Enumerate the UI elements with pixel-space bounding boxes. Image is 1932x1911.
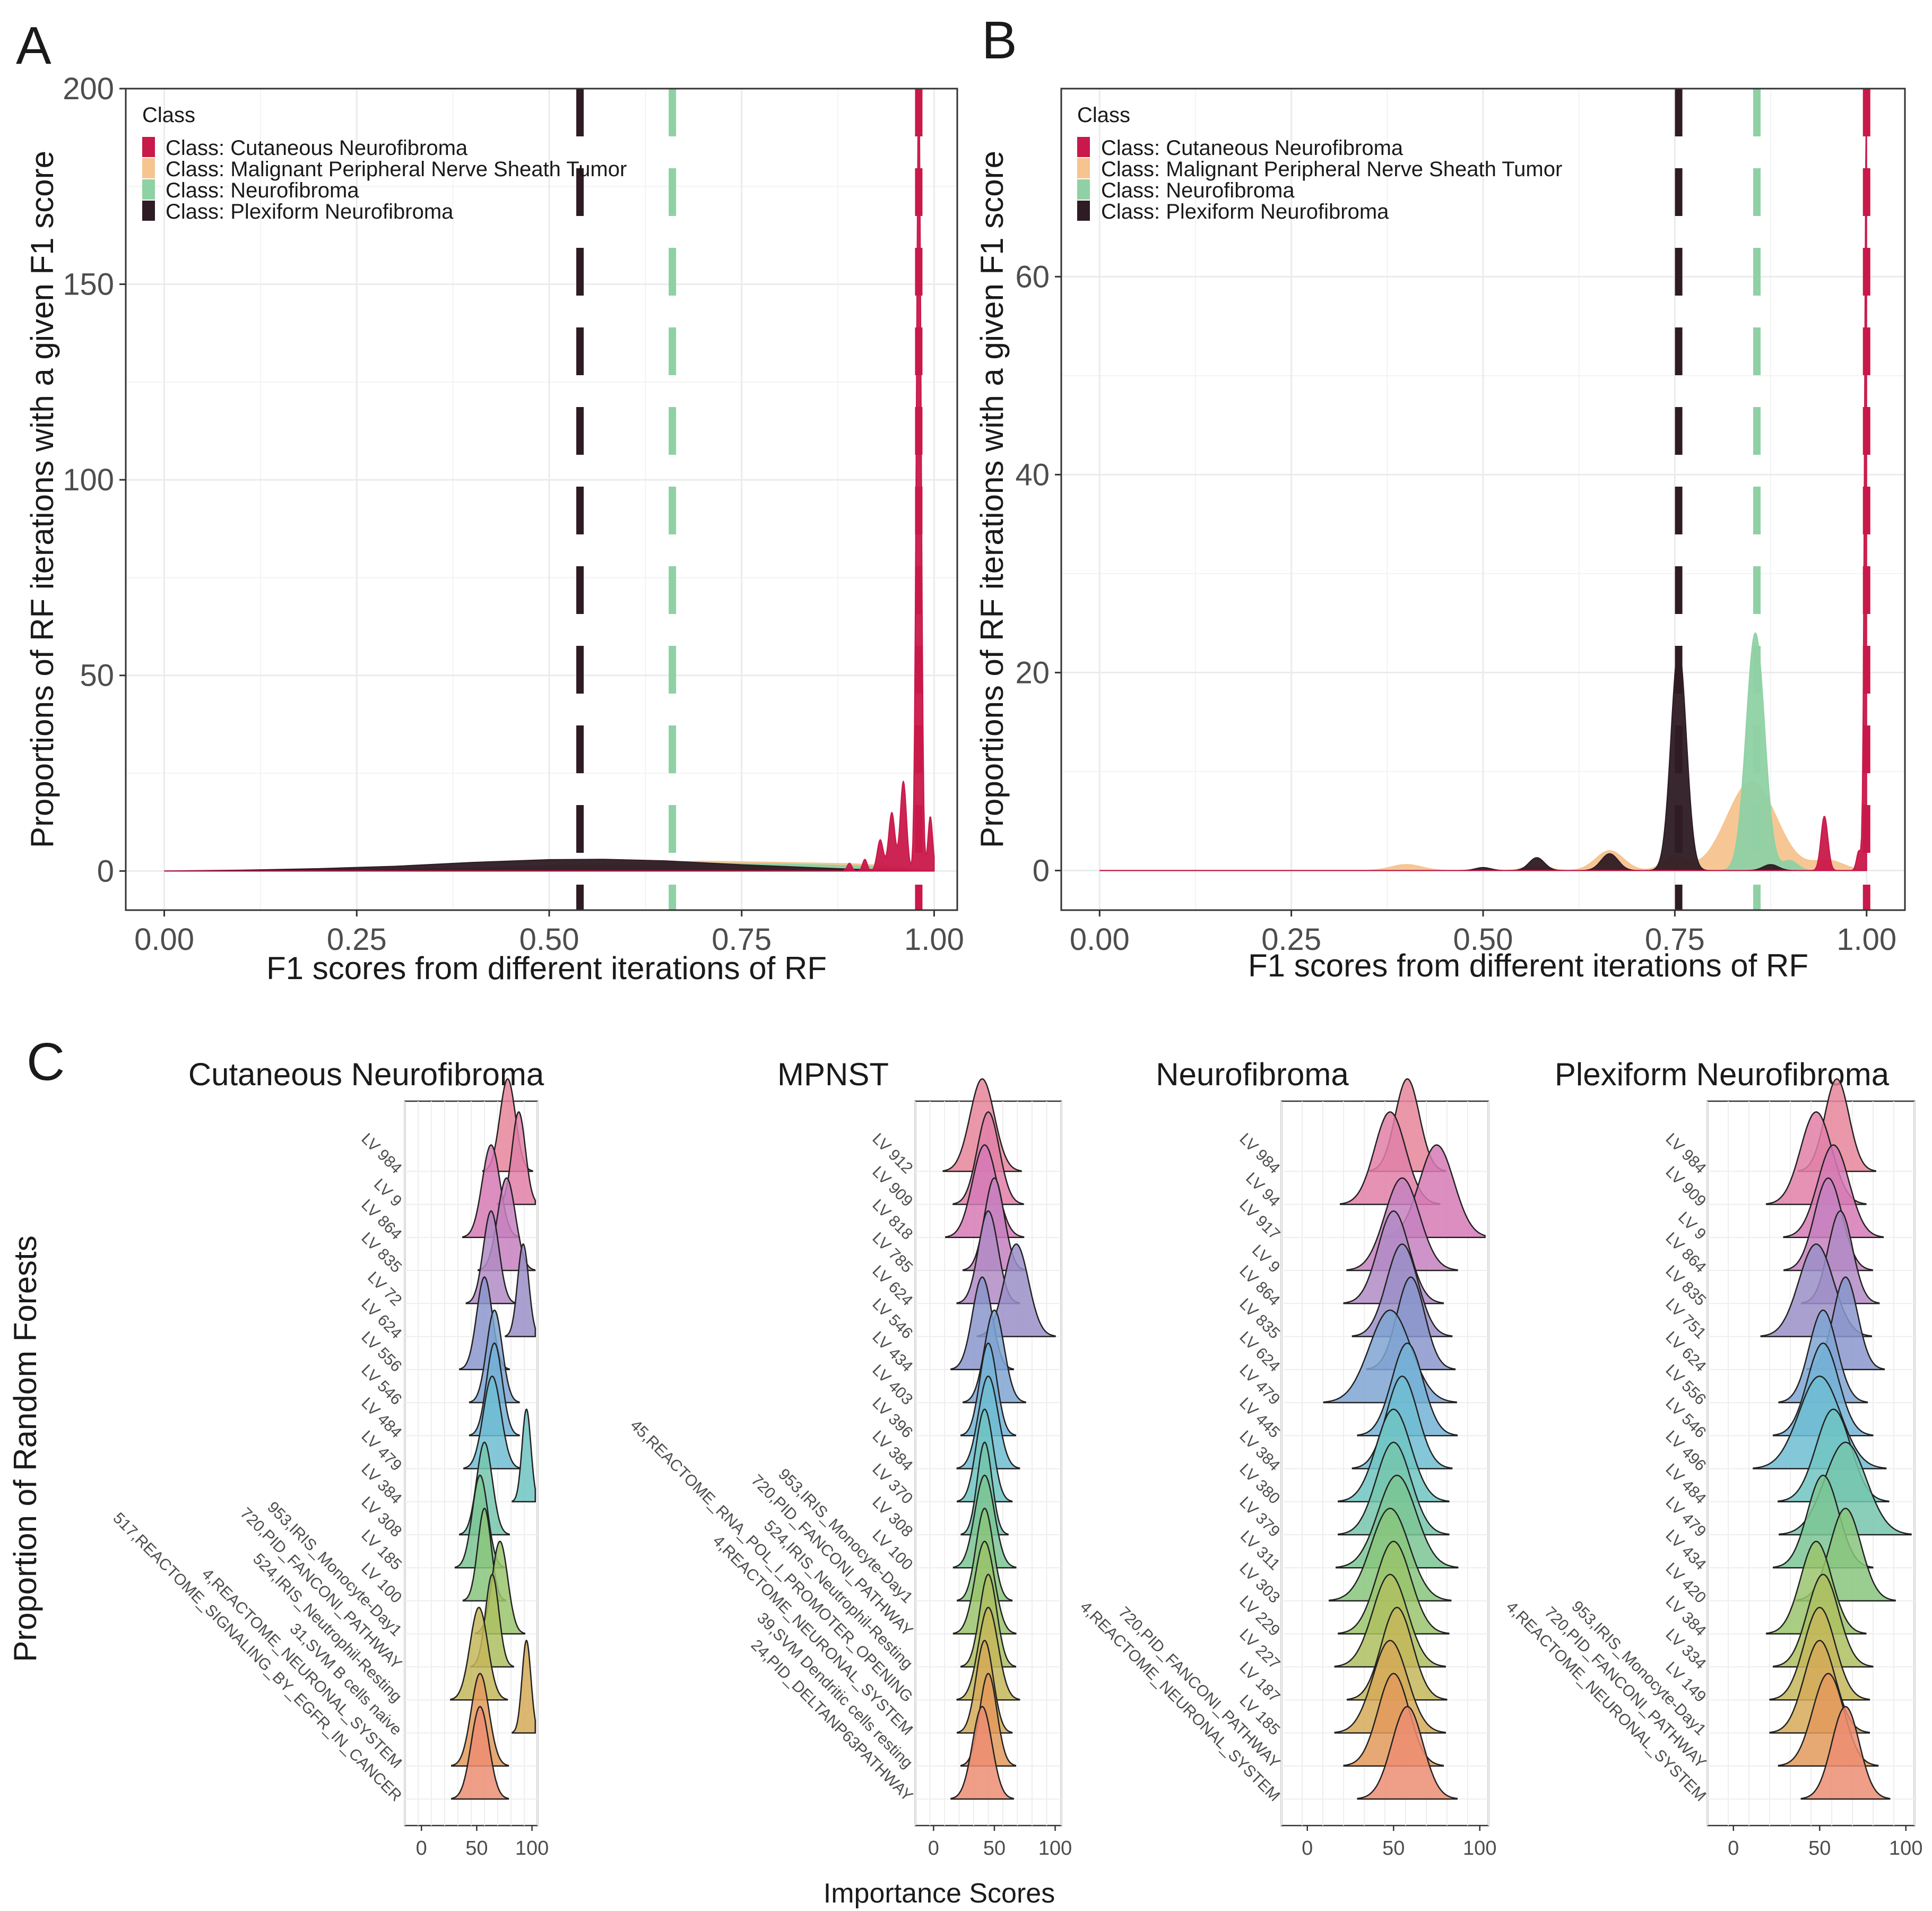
y-tick-label: 0: [97, 854, 114, 888]
panel-b-legend-key-plexiform: [1077, 201, 1090, 221]
y-tick-label: 0: [1033, 853, 1050, 888]
ridge-x-tick-label: 50: [983, 1837, 1006, 1860]
density-cutaneous: [164, 88, 935, 872]
panel-a-legend-entry: Class: Cutaneous Neurofibroma: [166, 136, 468, 160]
ridge-x-tick-label: 0: [928, 1837, 939, 1860]
panel-label-a: A: [16, 16, 51, 75]
panel-b-chart: 0.00 0.25 0.50 0.75 1.00 0 20 40 60 F1 scores f…: [974, 88, 1906, 983]
ridge-x-tick-label: 0: [1728, 1837, 1739, 1860]
y-tick-label: 150: [63, 267, 114, 302]
panel-b-legend-entry: Class: Plexiform Neurofibroma: [1101, 200, 1389, 223]
panel-a-legend-key-cutaneous: [142, 137, 155, 157]
x-tick-label: 1.00: [1836, 922, 1896, 957]
x-tick-label: 1.00: [904, 922, 964, 957]
ridge-density: [1351, 1243, 1453, 1337]
density-cutaneous: [1099, 88, 1867, 871]
y-tick-label: 20: [1015, 655, 1050, 690]
ridge-density: [512, 1639, 536, 1734]
ridge-chart-title: MPNST: [777, 1057, 889, 1092]
panel-a-legend-title: Class: [142, 103, 195, 127]
x-tick-label: 0.00: [1070, 922, 1130, 957]
x-tick-label: 0.25: [327, 922, 387, 957]
x-tick-label: 0.50: [519, 922, 579, 957]
panel-a-mean-lines: [576, 89, 923, 910]
ridge-x-tick-label: 50: [465, 1837, 488, 1860]
ridge-x-tick-label: 100: [515, 1837, 549, 1860]
panel-b-legend-entry: Class: Cutaneous Neurofibroma: [1101, 136, 1403, 160]
panel-b-density-series: [1099, 88, 1867, 871]
y-tick-label: 50: [80, 659, 114, 693]
panel-b-legend-key-neurofibroma: [1077, 179, 1090, 200]
ridge-chart-title: Cutaneous Neurofibroma: [188, 1057, 544, 1092]
ridge-x-tick-label: 100: [1889, 1837, 1922, 1860]
x-tick-label: 0.75: [1645, 922, 1705, 957]
panel-b-y-axis-label: Proportions of RF iterations with a give…: [974, 151, 1010, 848]
panel-b-legend-key-cutaneous: [1077, 137, 1090, 157]
x-tick-label: 0.50: [1453, 922, 1513, 957]
y-tick-label: 40: [1015, 457, 1050, 492]
panel-label-b: B: [982, 11, 1017, 70]
ridge-density: [1753, 1375, 1887, 1469]
panel-a-chart: 0.00 0.25 0.50 0.75 1.00 0 50 100 150 200 F1 sco…: [24, 72, 964, 986]
panel-b-legend-title: Class: [1077, 103, 1130, 127]
ridge-density: [512, 1408, 536, 1503]
panel-a-x-axis-label: F1 scores from different iterations of R…: [266, 950, 827, 986]
ridge-x-tick-label: 50: [1382, 1837, 1405, 1860]
ridge-density: [963, 1309, 1026, 1404]
ridge-density: [1357, 1706, 1458, 1800]
y-tick-label: 60: [1015, 260, 1050, 294]
panel-label-c: C: [27, 1032, 65, 1092]
ridge-density: [450, 1606, 508, 1701]
panel-a-legend-key-plexiform: [142, 201, 155, 221]
ridge-density: [950, 1706, 1014, 1800]
panel-a-legend-entry: Class: Plexiform Neurofibroma: [166, 200, 454, 223]
panel-a-legend-key-mpnst: [142, 158, 155, 178]
panel-a-density-series: [164, 88, 935, 872]
panel-b-legend: Class Class: Cutaneous Neurofibroma Clas…: [1077, 103, 1562, 223]
panel-c-y-axis-label: Proportion of Random Forests: [7, 1235, 43, 1662]
panel-b-legend-entry: Class: Malignant Peripheral Nerve Sheath…: [1101, 158, 1562, 181]
y-tick-label: 100: [63, 463, 114, 497]
ridge-x-tick-label: 100: [1463, 1837, 1496, 1860]
panel-a-y-axis-label: Proportions of RF iterations with a give…: [24, 151, 60, 848]
panel-b-mean-lines: [1675, 89, 1870, 910]
x-tick-label: 0.75: [712, 922, 772, 957]
x-tick-label: 0.00: [134, 922, 194, 957]
panel-b-x-axis-ticks: 0.00 0.25 0.50 0.75 1.00: [1070, 910, 1896, 957]
panel-b-y-axis-ticks: 0 20 40 60: [1015, 260, 1061, 888]
ridge-x-tick-label: 0: [416, 1837, 427, 1860]
panel-a-legend-key-neurofibroma: [142, 179, 155, 200]
ridge-density: [1800, 1706, 1891, 1800]
panel-a-x-axis-ticks: 0.00 0.25 0.50 0.75 1.00: [134, 910, 964, 957]
ridge-density: [505, 1243, 536, 1337]
panel-a-legend: Class Class: Cutaneous Neurofibroma Clas…: [142, 103, 627, 223]
panel-a-legend-entry: Class: Malignant Peripheral Nerve Sheath…: [166, 158, 627, 181]
ridge-x-tick-label: 0: [1302, 1837, 1313, 1860]
ridge-chart-title: Neurofibroma: [1156, 1057, 1349, 1092]
panel-a-y-axis-ticks: 0 50 100 150 200: [63, 72, 126, 888]
ridge-x-tick-label: 100: [1038, 1837, 1072, 1860]
ridge-density: [463, 1375, 522, 1469]
panel-a-plot-border: [125, 88, 958, 911]
ridge-density: [451, 1706, 509, 1800]
panel-b-legend-key-mpnst: [1077, 158, 1090, 178]
y-tick-label: 200: [63, 72, 114, 106]
panel-c-x-axis-label: Importance Scores: [824, 1878, 1055, 1909]
panel-a-legend-entry: Class: Neurofibroma: [166, 179, 359, 202]
ridge-density: [465, 1210, 517, 1304]
ridge-x-tick-label: 50: [1808, 1837, 1831, 1860]
panel-b-legend-entry: Class: Neurofibroma: [1101, 179, 1295, 202]
x-tick-label: 0.25: [1261, 922, 1321, 957]
panel-b-x-axis-label: F1 scores from different iterations of R…: [1248, 948, 1808, 983]
